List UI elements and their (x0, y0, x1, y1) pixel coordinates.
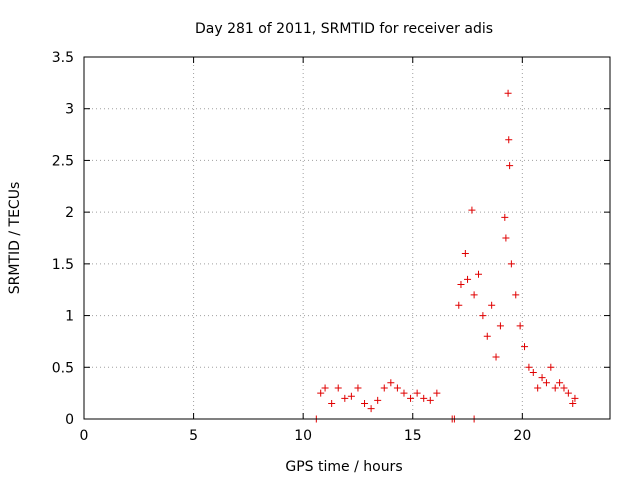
data-point (380, 384, 388, 392)
data-point (470, 291, 478, 299)
data-point (547, 363, 555, 371)
y-axis-label: SRMTID / TECUs (7, 182, 23, 295)
data-point (367, 405, 375, 413)
data-point (529, 368, 537, 376)
data-point (504, 89, 512, 97)
data-point (488, 301, 496, 309)
y-tick-label: 3 (65, 102, 74, 118)
data-point (468, 206, 476, 214)
y-tick-labels: 0 0.5 1 1.5 2 2.5 3 3.5 (52, 50, 74, 428)
data-point (361, 399, 369, 407)
data-point (560, 384, 568, 392)
data-point (455, 301, 463, 309)
data-point (475, 270, 482, 278)
x-axis-label: GPS time / hours (285, 459, 402, 475)
data-point (483, 332, 491, 340)
axis-ticks (83, 56, 610, 420)
data-point (538, 374, 546, 382)
data-point (407, 394, 415, 402)
data-point (354, 384, 362, 392)
x-tick-label: 15 (404, 428, 422, 444)
data-point (564, 389, 572, 397)
data-point (334, 384, 342, 392)
data-point (525, 363, 533, 371)
data-point (479, 312, 487, 320)
chart-title: Day 281 of 2011, SRMTID for receiver adi… (195, 21, 493, 37)
data-point (569, 399, 577, 407)
data-point (492, 353, 500, 361)
data-point (542, 379, 550, 387)
y-tick-label: 2 (65, 205, 74, 221)
data-point (461, 250, 469, 258)
data-point (505, 136, 513, 144)
x-tick-label: 5 (189, 428, 198, 444)
data-point (400, 389, 408, 397)
data-point (502, 234, 510, 242)
y-tick-label: 1.5 (52, 257, 74, 273)
data-point (433, 389, 441, 397)
x-tick-label: 0 (80, 428, 89, 444)
data-point (512, 291, 520, 299)
y-tick-label: 0 (65, 412, 74, 428)
x-tick-label: 10 (294, 428, 312, 444)
data-points (312, 89, 579, 423)
data-point (420, 394, 428, 402)
data-point (516, 322, 524, 330)
data-point (507, 260, 515, 268)
data-point (534, 384, 542, 392)
data-point (496, 322, 504, 330)
data-point (393, 384, 401, 392)
data-point (317, 389, 325, 397)
data-point (341, 394, 349, 402)
plot-frame (83, 56, 611, 420)
x-tick-label: 20 (513, 428, 531, 444)
y-tick-label: 0.5 (52, 360, 74, 376)
x-tick-labels: 0 5 10 15 20 (80, 428, 532, 444)
data-point (506, 162, 514, 170)
grid-lines (84, 57, 610, 419)
data-point (347, 392, 355, 400)
data-point (426, 396, 434, 404)
data-point (413, 389, 421, 397)
y-tick-label: 2.5 (52, 153, 74, 169)
data-point (556, 379, 564, 387)
data-point (464, 275, 472, 283)
data-point (457, 281, 465, 289)
data-point (571, 394, 579, 402)
data-point (387, 379, 395, 387)
data-point (321, 384, 329, 392)
data-point (328, 399, 336, 407)
y-tick-label: 1 (65, 309, 74, 325)
data-point (374, 396, 382, 404)
data-point (501, 213, 509, 221)
data-point (551, 384, 559, 392)
y-tick-label: 3.5 (52, 50, 74, 66)
data-point (521, 343, 529, 351)
